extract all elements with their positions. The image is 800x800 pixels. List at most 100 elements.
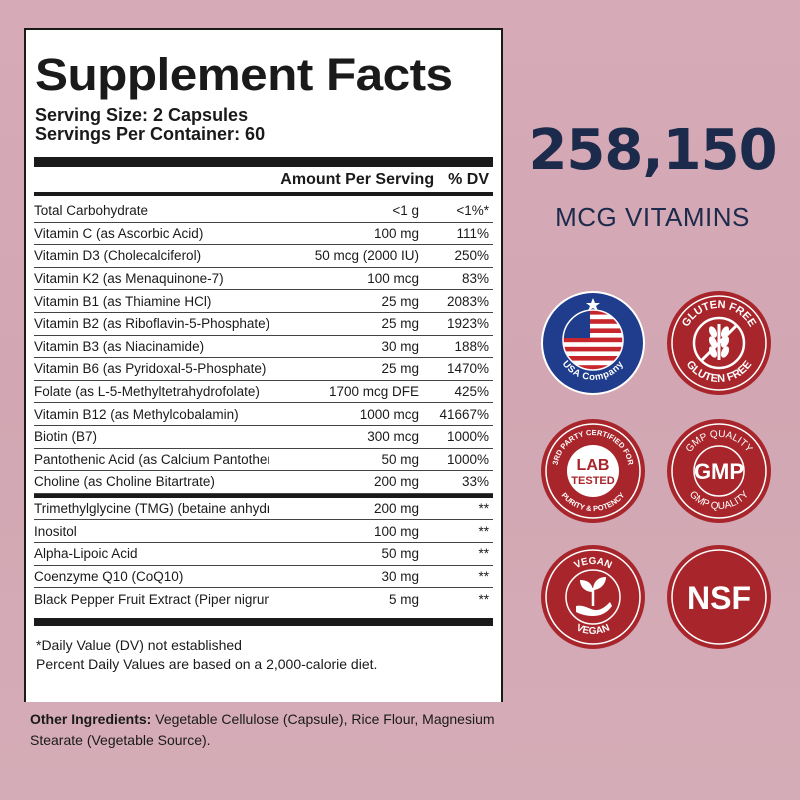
vitamin-total-number: 258,150 (528, 118, 777, 183)
usa-company-badge: USA Company (540, 290, 646, 396)
nutrient-rows-other: Trimethylglycine (TMG) (betaine anhydrou… (34, 498, 493, 611)
nutrient-name: Total Carbohydrate (34, 203, 149, 219)
nutrient-dv: ** (478, 568, 489, 584)
nutrient-amount: 200 mg (373, 474, 419, 490)
nutrient-amount: 1000 mcg (359, 406, 419, 422)
nutrient-name: Folate (as L-5-Methyltetrahydrofolate) (34, 384, 260, 400)
nutrient-name: Alpha-Lipoic Acid (34, 546, 138, 562)
nutrient-row: Trimethylglycine (TMG) (betaine anhydrou… (34, 498, 493, 521)
nutrient-amount: 50 mg (381, 451, 419, 467)
nutrient-amount: 100 mcg (367, 271, 419, 287)
nutrient-row: Vitamin B2 (as Riboflavin-5-Phosphate) 25… (34, 313, 493, 336)
nutrient-row: Folate (as L-5-Methyltetrahydrofolate) 17… (34, 381, 493, 404)
nutrient-dv: ** (478, 546, 489, 562)
nsf-badge: NSF (666, 544, 772, 650)
nutrient-name: Vitamin B3 (as Niacinamide) (34, 338, 205, 354)
divider-bottom (34, 617, 493, 626)
nutrient-row: Choline (as Choline Bitartrate) 200 mg 33% (34, 471, 493, 494)
footnote-dv: *Daily Value (DV) not established (36, 636, 242, 653)
usa-flag-icon: USA Company (541, 291, 645, 395)
footnote-calorie: Percent Daily Values are based on a 2,00… (36, 655, 378, 672)
svg-text:GMP: GMP (694, 459, 744, 484)
nutrient-dv: 33% (461, 474, 489, 490)
nutrient-amount: 30 mg (381, 338, 419, 354)
serving-size: Serving Size: 2 Capsules (35, 105, 249, 125)
nutrient-dv: 1000% (446, 451, 489, 467)
servings-per-container: Servings Per Container: 60 (35, 124, 266, 144)
nutrient-name: Biotin (B7) (34, 429, 98, 445)
nutrient-amount: 30 mg (381, 568, 419, 584)
other-ingredients-label: Other Ingredients: (30, 711, 152, 727)
svg-text:NSF: NSF (687, 580, 751, 616)
nutrient-dv: 250% (454, 248, 489, 264)
svg-text:TESTED: TESTED (571, 475, 614, 487)
nutrient-dv: 1000% (446, 429, 489, 445)
nutrient-name: Black Pepper Fruit Extract (Piper nigrum… (34, 591, 269, 607)
nutrient-name: Vitamin D3 (Cholecalciferol) (34, 248, 202, 264)
nutrient-amount: 5 mg (388, 591, 419, 607)
nutrient-row: Biotin (B7) 300 mcg 1000% (34, 426, 493, 449)
nutrient-row: Vitamin D3 (Cholecalciferol) 50 mcg (2000… (34, 245, 493, 268)
nutrient-dv: 2083% (446, 293, 489, 309)
nutrient-row: Inositol 100 mg ** (34, 520, 493, 543)
nutrient-dv: 111% (456, 225, 489, 241)
divider-thick (34, 157, 493, 167)
nutrient-name: Choline (as Choline Bitartrate) (34, 474, 215, 490)
sprout-hand-icon: VEGAN VEGAN (541, 545, 645, 649)
nutrient-amount: 50 mg (381, 546, 419, 562)
nutrient-name: Vitamin B12 (as Methylcobalamin) (34, 406, 239, 422)
nutrient-amount: <1 g (392, 203, 419, 219)
wheat-crossed-icon: GLUTEN FREE GLUTEN FREE (667, 291, 771, 395)
nutrient-row: Vitamin B6 (as Pyridoxal-5-Phosphate) 25 … (34, 358, 493, 381)
nutrient-row: Vitamin K2 (as Menaquinone-7) 100 mcg 83% (34, 268, 493, 291)
nutrient-amount: 300 mcg (367, 429, 419, 445)
nutrient-row: Vitamin C (as Ascorbic Acid) 100 mg 111% (34, 223, 493, 246)
other-ingredients: Other Ingredients: Vegetable Cellulose (… (30, 709, 500, 751)
nutrient-name: Inositol (34, 523, 77, 539)
nutrient-row: Black Pepper Fruit Extract (Piper nigrum… (34, 588, 493, 611)
nutrient-dv: 1923% (446, 316, 489, 332)
nutrient-row: Total Carbohydrate <1 g <1%* (34, 200, 493, 223)
nutrient-dv: 1470% (446, 361, 489, 377)
nutrient-row: Alpha-Lipoic Acid 50 mg ** (34, 543, 493, 566)
nutrient-dv: ** (478, 591, 489, 607)
nutrient-dv: <1%* (456, 203, 489, 219)
nutrient-name: Coenzyme Q10 (CoQ10) (34, 568, 184, 584)
nutrient-rows-vitamins: Total Carbohydrate <1 g <1%* Vitamin C (as … (34, 200, 493, 494)
nutrient-dv: 41667% (439, 406, 489, 422)
gmp-quality-badge: GMP GMP QUALITY GMP QUALITY (666, 418, 772, 524)
nutrient-name: Vitamin C (as Ascorbic Acid) (34, 225, 204, 241)
svg-text:LAB: LAB (577, 457, 610, 474)
nutrient-row: Coenzyme Q10 (CoQ10) 30 mg ** (34, 566, 493, 589)
divider-mid (34, 493, 493, 498)
supplement-facts-panel: Supplement Facts Serving Size: 2 Capsule… (24, 28, 503, 702)
footnotes: *Daily Value (DV) not established Percen… (36, 636, 493, 674)
nutrient-row: Pantothenic Acid (as Calcium Pantothenat… (34, 449, 493, 472)
svg-text:VEGAN: VEGAN (575, 623, 612, 638)
lab-tested-badge: LAB TESTED 3RD PARTY CERTIFIED FOR PURIT… (540, 418, 646, 524)
nutrient-name: Trimethylglycine (TMG) (betaine anhydrou… (34, 501, 269, 517)
nutrient-name: Pantothenic Acid (as Calcium Pantothenat… (34, 451, 269, 467)
nutrient-amount: 25 mg (381, 316, 419, 332)
nutrient-row: Vitamin B12 (as Methylcobalamin) 1000 mcg… (34, 403, 493, 426)
nutrient-amount: 100 mg (373, 225, 419, 241)
header-amount: Amount Per Serving (280, 170, 435, 188)
nutrient-name: Vitamin B6 (as Pyridoxal-5-Phosphate) (34, 361, 267, 377)
nutrient-row: Vitamin B3 (as Niacinamide) 30 mg 188% (34, 336, 493, 359)
nutrient-name: Vitamin K2 (as Menaquinone-7) (34, 271, 224, 287)
nutrient-dv: 425% (454, 384, 489, 400)
facts-title: Supplement Facts (35, 49, 453, 100)
gluten-free-badge: GLUTEN FREE GLUTEN FREE (666, 290, 772, 396)
nutrient-amount: 25 mg (381, 293, 419, 309)
nutrient-amount: 1700 mcg DFE (328, 384, 419, 400)
nutrient-amount: 25 mg (381, 361, 419, 377)
nutrient-dv: 83% (461, 271, 489, 287)
header-dv: % DV (448, 170, 489, 188)
nutrient-amount: 200 mg (373, 501, 419, 517)
nutrient-amount: 100 mg (373, 523, 419, 539)
other-ingredients-text: Vegetable Cellulose (Capsule), Rice Flou… (30, 711, 495, 748)
vitamin-total-subtitle: MCG VITAMINS (555, 202, 750, 232)
vegan-badge: VEGAN VEGAN (540, 544, 646, 650)
facts-header-row: Amount Per Serving % DV (34, 167, 493, 196)
nutrient-amount: 50 mcg (2000 IU) (314, 248, 419, 264)
